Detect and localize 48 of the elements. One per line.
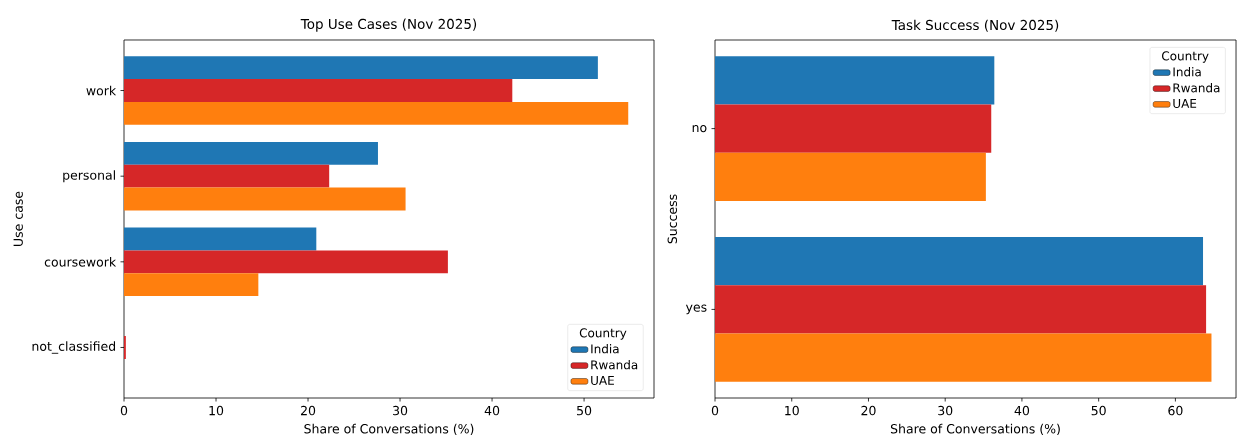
bar [715, 333, 1212, 382]
bar [124, 141, 378, 165]
y-tick-label: yes [685, 304, 707, 315]
x-tick-label: 60 [1168, 405, 1183, 416]
bar [715, 56, 995, 105]
x-axis-title: Share of Conversations (%) [890, 423, 1060, 435]
x-axis-title: Share of Conversations (%) [304, 423, 474, 435]
x-tick-label: 50 [577, 405, 592, 416]
y-axis-title: Use case [13, 191, 23, 246]
bar [715, 237, 1204, 286]
y-tick-label: coursework [44, 256, 117, 267]
x-tick-label: 20 [861, 405, 876, 416]
legend-label: India [591, 344, 619, 354]
x-tick-label: 10 [785, 405, 799, 416]
x-tick-label: 10 [209, 405, 224, 416]
y-tick-label: no [692, 125, 707, 133]
legend-label: India [1173, 67, 1201, 77]
x-tick-label: 30 [938, 405, 953, 416]
legend-label: UAE [1173, 99, 1197, 108]
x-tick-label: 0 [711, 405, 719, 416]
x-tick-label: 40 [484, 405, 500, 416]
legend-label: Rwanda [1173, 83, 1220, 93]
bar [715, 104, 992, 153]
legend-label: UAE [591, 376, 614, 385]
x-tick-label: 30 [393, 405, 408, 416]
bar [715, 152, 986, 201]
bar [124, 250, 448, 274]
x-tick-label: 40 [1014, 405, 1030, 416]
legend-title: Country [1162, 51, 1209, 63]
bar [715, 285, 1207, 334]
legend-label: Rwanda [591, 360, 638, 370]
bar [124, 273, 259, 297]
x-tick-label: 50 [1091, 405, 1106, 416]
y-tick-label: work [86, 85, 117, 96]
bar [124, 56, 598, 80]
y-tick-label: not_classified [32, 341, 116, 354]
bar [124, 227, 317, 251]
legend-title: Country [579, 328, 627, 340]
bar [124, 79, 513, 102]
bar [124, 187, 406, 211]
y-axis-title: Success [667, 194, 678, 244]
chart-title: Task Success (Nov 2025) [891, 19, 1059, 32]
x-tick-label: 0 [120, 405, 128, 416]
bar [124, 101, 629, 125]
y-tick-label: personal [63, 170, 115, 183]
chart-title: Top Use Cases (Nov 2025) [300, 18, 477, 32]
bar [124, 164, 330, 188]
x-tick-label: 20 [301, 405, 316, 416]
